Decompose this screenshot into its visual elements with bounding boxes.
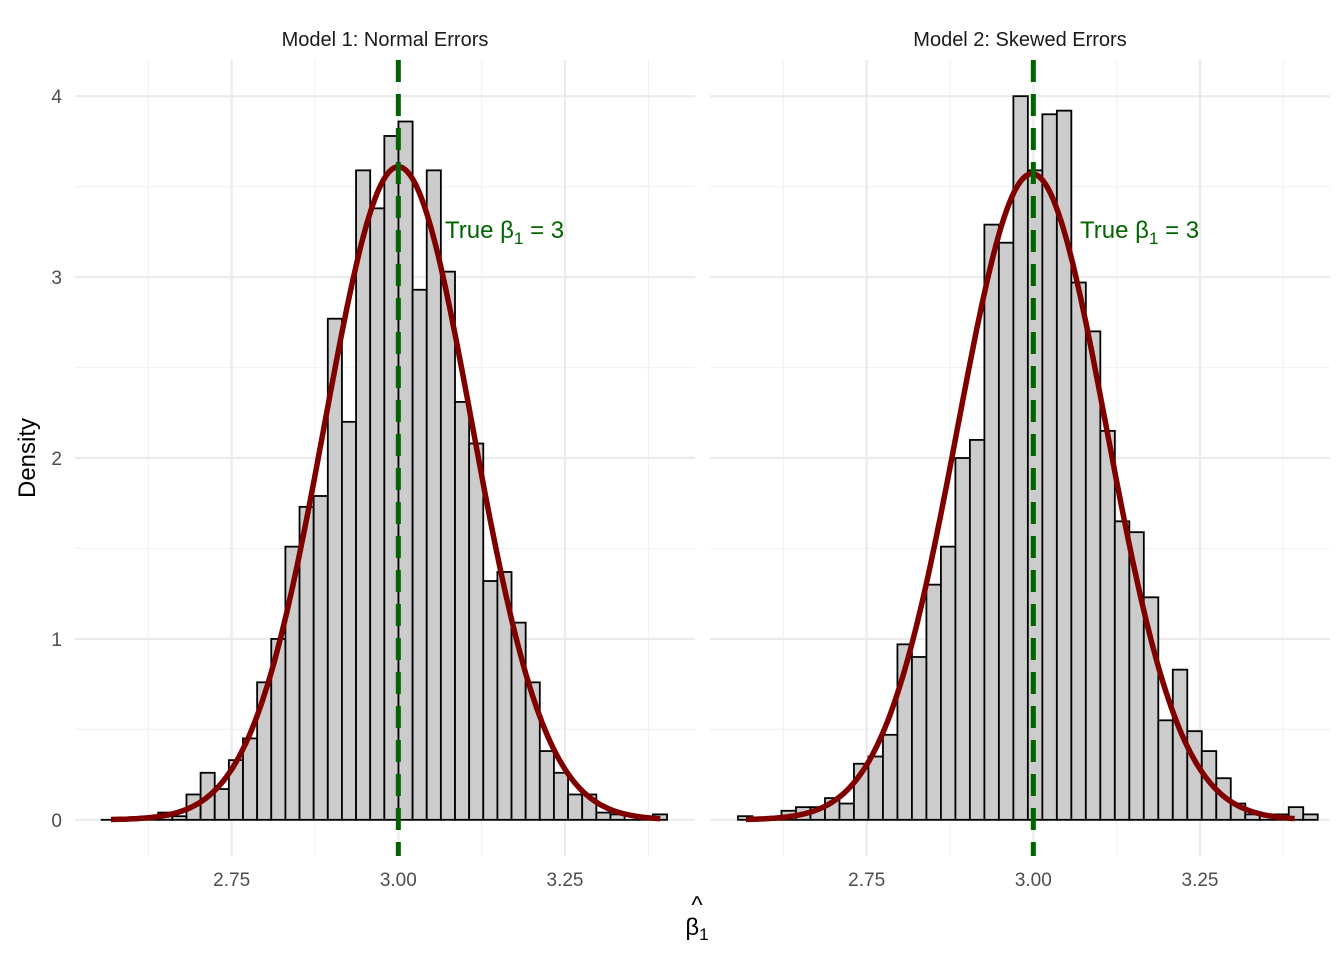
histogram-bar bbox=[940, 545, 957, 821]
annotation-prefix: True β bbox=[445, 217, 514, 244]
histogram-bar bbox=[925, 583, 942, 821]
histogram-bar bbox=[1302, 813, 1319, 821]
y-tick-label: 1 bbox=[51, 630, 62, 651]
true-value-annotation: True β1 = 3 bbox=[1080, 217, 1199, 248]
histogram-bar bbox=[439, 270, 456, 821]
histogram-bar bbox=[968, 439, 986, 821]
x-axis-label-subscript: 1 bbox=[699, 925, 708, 944]
panel-model-2: True β1 = 3 Model 2: Skewed Errors 2.75 3.0… bbox=[710, 29, 1330, 891]
normal-density-curve bbox=[745, 170, 1295, 823]
histogram-bar bbox=[411, 288, 428, 821]
x-tick-label: 3.00 bbox=[380, 870, 417, 891]
x-tick-label: 2.75 bbox=[213, 870, 250, 891]
x-tick-label: 3.25 bbox=[547, 870, 584, 891]
x-tick-label: 3.00 bbox=[1015, 870, 1052, 891]
annotation-subscript: 1 bbox=[514, 229, 523, 248]
histogram-bar bbox=[1157, 719, 1174, 821]
histogram-bar bbox=[838, 802, 855, 821]
normal-density-curve bbox=[110, 163, 661, 823]
histogram-bar bbox=[454, 401, 471, 821]
histogram-bar bbox=[538, 750, 555, 821]
histogram-bar bbox=[1070, 281, 1087, 821]
histogram-bar bbox=[1113, 520, 1131, 821]
histogram-bar bbox=[882, 733, 899, 821]
histogram-bar bbox=[341, 420, 357, 821]
y-axis-label: Density bbox=[14, 418, 41, 498]
panel-title: Model 1: Normal Errors bbox=[282, 29, 489, 51]
x-tick-label: 2.75 bbox=[848, 870, 885, 891]
histogram-bar bbox=[369, 207, 386, 821]
histogram-bar bbox=[954, 457, 971, 821]
histogram-bar bbox=[911, 656, 928, 821]
histogram-bar bbox=[1186, 730, 1203, 821]
histogram-bar bbox=[1084, 330, 1102, 821]
annotation-prefix: True β bbox=[1080, 217, 1149, 244]
histogram-bar bbox=[997, 241, 1015, 821]
histogram-bar bbox=[553, 771, 569, 821]
histogram-bar bbox=[1099, 429, 1116, 821]
true-value-annotation: True β1 = 3 bbox=[445, 217, 564, 248]
annotation-suffix: = 3 bbox=[523, 217, 564, 244]
histogram-bar bbox=[312, 495, 329, 821]
histogram-bar bbox=[867, 755, 884, 821]
histogram-bar bbox=[171, 815, 188, 821]
y-tick-label: 2 bbox=[51, 449, 62, 470]
annotation-suffix: = 3 bbox=[1158, 217, 1199, 244]
y-tick-label: 0 bbox=[51, 811, 62, 832]
histogram-bar bbox=[567, 793, 584, 821]
annotation-subscript: 1 bbox=[1149, 229, 1158, 248]
histogram-bar bbox=[1012, 95, 1029, 821]
histogram-bar bbox=[983, 223, 1000, 821]
x-axis-label: β1 ^ bbox=[685, 892, 708, 944]
x-tick-label: 3.25 bbox=[1182, 870, 1219, 891]
svg-text:^: ^ bbox=[691, 892, 703, 919]
histogram-bar bbox=[468, 442, 485, 821]
histogram-bar bbox=[595, 811, 612, 821]
histogram-bar bbox=[482, 580, 499, 821]
histogram-bar bbox=[213, 788, 230, 821]
y-tick-label: 3 bbox=[51, 268, 62, 289]
panel-title: Model 2: Skewed Errors bbox=[913, 29, 1126, 51]
y-tick-label: 4 bbox=[51, 87, 62, 108]
histogram-bar bbox=[1041, 113, 1058, 821]
